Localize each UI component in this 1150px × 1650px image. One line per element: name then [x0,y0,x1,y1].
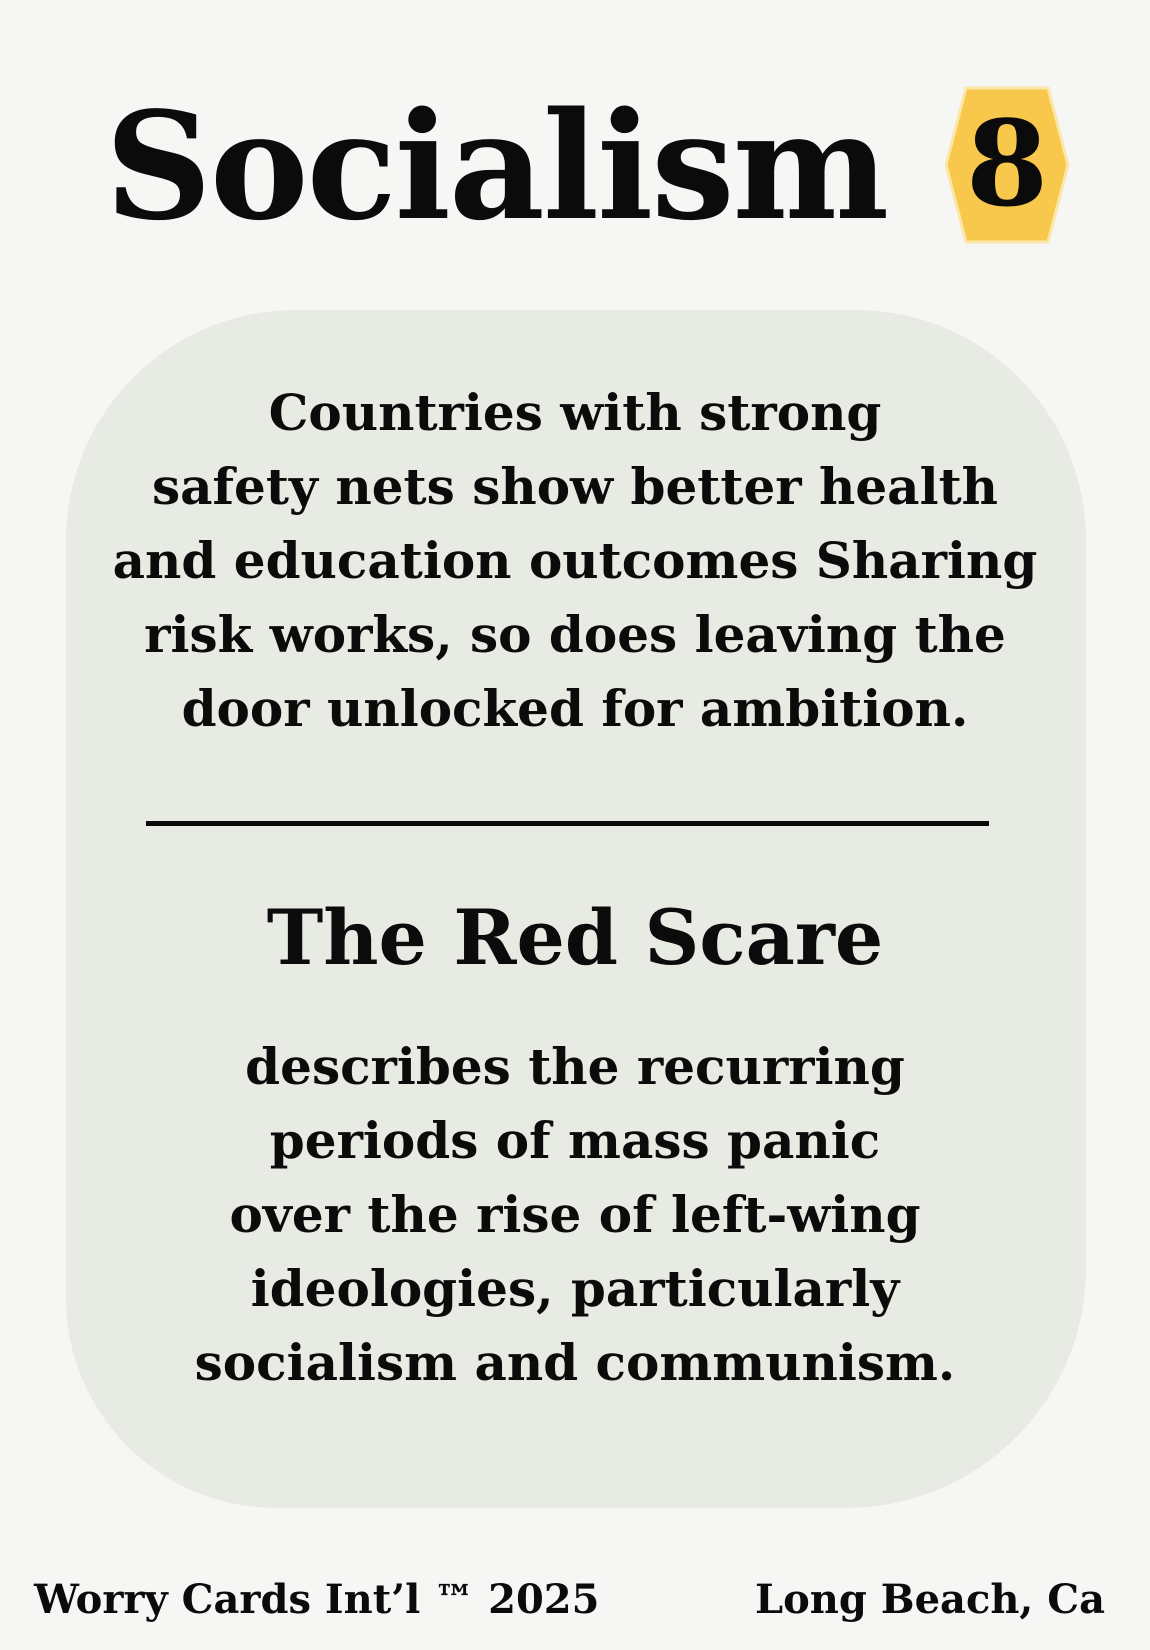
description-line: describes the recurring [245,1037,905,1096]
fact-line: Countries with strong [268,383,882,442]
fact-text: Countries with strong safety nets show b… [70,376,1080,746]
footer-location: Long Beach, Ca [755,1576,1105,1623]
number-badge: 8 [944,86,1070,244]
section-heading: The Red Scare [266,893,884,982]
description-text: describes the recurring periods of mass … [70,1030,1080,1400]
description-line: socialism and communism. [194,1333,956,1392]
description-line: over the rise of left-wing [229,1185,921,1244]
hexagon-badge-icon [944,86,1070,244]
card-title: Socialism [105,79,889,253]
section-divider [146,821,989,826]
fact-line: door unlocked for ambition. [181,679,969,738]
description-line: periods of mass panic [269,1111,881,1170]
card-number: 8 [965,94,1049,233]
description-line: ideologies, particularly [250,1259,900,1318]
fact-line: risk works, so does leaving the [144,605,1006,664]
footer-copyright: Worry Cards Int’l ™ 2025 [34,1576,600,1623]
fact-line: and education outcomes Sharing [112,531,1038,590]
content-panel [66,310,1086,1508]
fact-line: safety nets show better health [151,457,999,516]
